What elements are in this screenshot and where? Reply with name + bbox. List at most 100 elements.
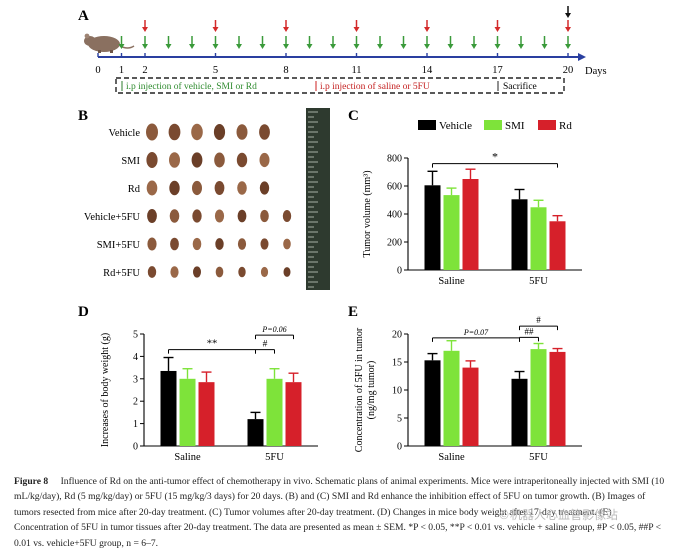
tumor-specimen bbox=[214, 181, 225, 195]
bar-rd-saline bbox=[198, 382, 215, 446]
caption-text: Influence of Rd on the anti-tumor effect… bbox=[14, 476, 665, 549]
tumor-specimen bbox=[282, 210, 292, 222]
tumor-specimen bbox=[146, 180, 158, 196]
timeline-arrow-treatment bbox=[165, 36, 172, 49]
bar-vehicle-saline bbox=[424, 360, 441, 446]
timeline-arrows bbox=[118, 6, 571, 49]
chart-tumor-volume: 0 200 400 600 800 Tumor volume (mm³) Saline 5FU… bbox=[362, 150, 582, 287]
bar-smi-5fu bbox=[530, 207, 547, 270]
x-tick-label: Saline bbox=[438, 452, 465, 463]
timeline-arrow-5fu bbox=[353, 20, 360, 32]
timeline-tick-label: 5 bbox=[213, 65, 218, 76]
tumor-specimen bbox=[192, 209, 202, 223]
tumor-specimen bbox=[260, 209, 269, 223]
bar-vehicle-saline bbox=[424, 185, 441, 270]
timeline-label-sacrifice: Sacrifice bbox=[503, 81, 537, 92]
timeline-arrow-5fu bbox=[283, 20, 289, 32]
tumor-specimen bbox=[259, 181, 270, 195]
legend-label-vehicle: Vehicle bbox=[439, 120, 472, 132]
significance-label: * bbox=[492, 150, 498, 164]
legend-label-smi: SMI bbox=[505, 120, 525, 132]
tumor-specimen bbox=[193, 266, 201, 278]
y-tick-label: 0 bbox=[397, 266, 402, 277]
timeline-arrow-treatment bbox=[259, 36, 266, 49]
tumor-specimen bbox=[191, 123, 203, 141]
y-tick-label: 800 bbox=[387, 154, 402, 165]
tumor-specimen bbox=[214, 209, 225, 223]
tumor-specimen bbox=[214, 152, 225, 168]
tumor-specimen bbox=[146, 152, 158, 168]
timeline-tick-label: 20 bbox=[563, 65, 574, 76]
photo-row-label: Rd+5FU bbox=[103, 268, 140, 279]
bar-rd-saline bbox=[462, 179, 479, 270]
x-tick-label: 5FU bbox=[265, 452, 284, 463]
tumor-specimen bbox=[168, 123, 181, 141]
timeline-ticks: 0 1 2 5 8 11 14 17 20 bbox=[95, 53, 573, 76]
timeline-arrow-treatment bbox=[330, 36, 336, 49]
y-tick-label: 200 bbox=[387, 238, 402, 249]
tumor-specimen bbox=[283, 238, 291, 250]
tumor-specimen bbox=[169, 180, 180, 196]
y-axis-label: Increases of body weight (g) bbox=[100, 333, 111, 447]
figure-canvas: A 0 1 2 5 8 11 14 17 20 Days i.p injection of ve… bbox=[78, 6, 607, 463]
tumor-specimen bbox=[238, 266, 246, 278]
x-tick-label: 5FU bbox=[529, 452, 548, 463]
significance-label: P=0.07 bbox=[463, 328, 489, 337]
tumor-specimen bbox=[283, 267, 291, 277]
y-tick-label: 600 bbox=[387, 182, 402, 193]
bar-smi-saline bbox=[179, 378, 196, 446]
timeline-arrow-treatment bbox=[400, 36, 407, 49]
photo-row-label: Rd bbox=[128, 184, 141, 195]
timeline-tick-label: 2 bbox=[142, 65, 147, 76]
tumor-specimen bbox=[260, 266, 269, 278]
tumor-specimen bbox=[213, 124, 226, 140]
y-tick-label: 2 bbox=[133, 397, 138, 408]
y-axis-label: Tumor volume (mm³) bbox=[362, 170, 373, 257]
legend-label-rd: Rd bbox=[559, 120, 572, 132]
y-axis-label: (ng/mg tumor) bbox=[366, 361, 377, 420]
timeline-tick-label: 11 bbox=[351, 65, 361, 76]
bar-smi-5fu bbox=[530, 349, 547, 446]
timeline-tick-label: 1 bbox=[119, 65, 124, 76]
timeline-arrow-5fu bbox=[212, 20, 219, 32]
x-tick-label: Saline bbox=[438, 276, 465, 287]
tumor-specimen bbox=[237, 181, 247, 195]
timeline-arrow-treatment bbox=[306, 36, 313, 49]
timeline-arrow-5fu bbox=[424, 20, 430, 32]
y-tick-label: 1 bbox=[133, 419, 138, 430]
tumor-specimen bbox=[237, 209, 247, 223]
timeline-arrow-treatment bbox=[424, 36, 430, 49]
tumor-specimen bbox=[259, 124, 270, 140]
timeline-tick-label: 0 bbox=[95, 65, 100, 76]
timeline-arrow-treatment bbox=[283, 36, 289, 49]
timeline-tick-label: 14 bbox=[422, 65, 433, 76]
timeline-arrow-treatment bbox=[142, 36, 148, 49]
timeline-arrow-treatment bbox=[541, 36, 548, 49]
tumor-specimen bbox=[147, 266, 157, 278]
legend: Vehicle SMI Rd bbox=[418, 120, 572, 132]
y-tick-label: 15 bbox=[392, 358, 402, 369]
tumor-specimen bbox=[215, 266, 224, 278]
bar-vehicle-5fu bbox=[511, 378, 528, 446]
tumor-specimen bbox=[215, 238, 224, 250]
bar-smi-saline bbox=[443, 350, 460, 446]
timeline-label-saline: i.p injection of saline or 5FU bbox=[320, 81, 430, 92]
caption-figure-number: Figure 8 bbox=[14, 476, 49, 487]
photo-row-label: SMI+5FU bbox=[97, 240, 141, 251]
timeline-arrow-5fu bbox=[142, 20, 148, 32]
legend-swatch-rd bbox=[538, 120, 556, 130]
photo-row-label: Vehicle bbox=[109, 128, 141, 139]
tumor-specimen bbox=[237, 238, 247, 250]
bar-smi-5fu bbox=[266, 378, 283, 446]
bar-rd-5fu bbox=[285, 382, 302, 446]
mouse-illustration bbox=[84, 33, 135, 53]
timeline-arrow-treatment bbox=[565, 36, 571, 49]
timeline-arrow-treatment bbox=[353, 36, 360, 49]
panel-label-c: C bbox=[348, 108, 359, 124]
panel-label-e: E bbox=[348, 304, 358, 320]
timeline-arrow-treatment bbox=[518, 36, 524, 49]
bar-rd-saline bbox=[462, 367, 479, 446]
legend-swatch-vehicle bbox=[418, 120, 436, 130]
timeline-arrow-treatment bbox=[212, 36, 219, 49]
bar-rd-5fu bbox=[549, 221, 566, 270]
